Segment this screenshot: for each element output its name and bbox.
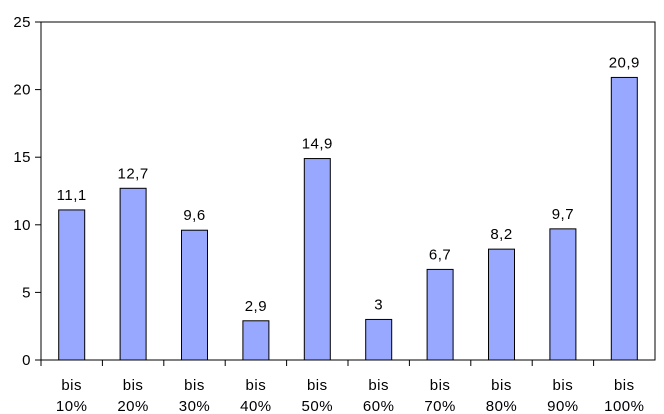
bar-data-label: 8,2	[490, 226, 512, 243]
bar	[610, 76, 638, 361]
x-category-label: 70%	[424, 398, 456, 414]
x-category-label: bis	[123, 377, 144, 394]
bar	[119, 187, 147, 361]
x-category-label: bis	[61, 377, 82, 394]
bar-data-label: 11,1	[57, 187, 87, 204]
bar-data-label: 3	[374, 296, 383, 313]
y-tick-label: 15	[13, 149, 31, 166]
y-tick-label: 20	[13, 82, 31, 99]
x-category-label: 90%	[547, 398, 579, 414]
bar	[488, 248, 515, 361]
x-category-label: bis	[614, 377, 635, 394]
bar-data-label: 6,7	[429, 246, 451, 263]
x-category-label: bis	[368, 377, 389, 394]
bar-data-label: 9,7	[552, 206, 574, 223]
y-tick-label: 0	[22, 352, 31, 369]
bar	[365, 318, 393, 361]
bar	[58, 209, 86, 361]
chart-category-labels: bis 10% bis 20% bis 30% bis 40% bis 50% bis 60% bis 7…	[56, 377, 644, 414]
chart-axes: 0 5 10 15 20 25	[13, 14, 656, 369]
bar	[303, 158, 331, 361]
x-category-label: 40%	[240, 398, 272, 414]
x-category-label: bis	[430, 377, 451, 394]
y-tick-label: 5	[22, 284, 31, 301]
y-tick-label: 25	[13, 14, 31, 31]
x-category-label: bis	[307, 377, 328, 394]
bar	[242, 320, 270, 361]
x-category-label: 80%	[486, 398, 518, 414]
x-category-label: 100%	[604, 398, 644, 414]
x-category-label: 20%	[117, 398, 149, 414]
x-category-label: bis	[246, 377, 267, 394]
bar	[181, 229, 208, 361]
bar	[426, 268, 454, 361]
bar-data-label: 12,7	[117, 165, 148, 182]
x-category-label: 10%	[56, 398, 88, 414]
x-category-label: bis	[184, 377, 205, 394]
y-tick-label: 10	[13, 217, 31, 234]
bar	[549, 228, 577, 361]
bar-data-label: 20,9	[609, 54, 640, 71]
x-category-label: 30%	[179, 398, 211, 414]
x-category-label: bis	[553, 377, 574, 394]
x-category-label: 60%	[363, 398, 395, 414]
chart-bars	[58, 76, 638, 361]
bar-data-label: 2,9	[245, 298, 267, 315]
x-category-label: 50%	[302, 398, 334, 414]
chart-data-labels: 11,1 12,7 9,6 2,9 14,9 3 6,7 8,2 9,7 20,9	[57, 54, 640, 314]
bar-data-label: 14,9	[302, 136, 333, 153]
bar-data-label: 9,6	[183, 207, 205, 224]
x-category-label: bis	[491, 377, 512, 394]
